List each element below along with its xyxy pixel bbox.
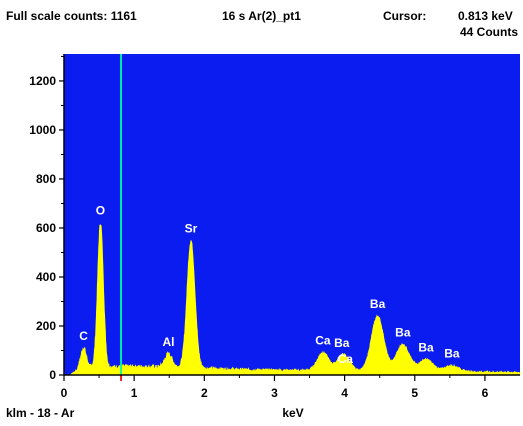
x-tick-label: 6 — [482, 386, 489, 400]
peak-label-ca: Ca — [315, 333, 331, 347]
y-tick-label: 200 — [36, 319, 56, 333]
y-tick-label: 0 — [49, 368, 56, 382]
y-tick-label: 400 — [36, 270, 56, 284]
peak-label-ba: Ba — [395, 325, 411, 339]
cursor-counts: 44 Counts — [460, 25, 518, 39]
sample-name: klm - 18 - Ar — [6, 406, 75, 420]
peak-label-o: O — [96, 204, 105, 218]
plot-background — [64, 54, 520, 375]
x-tick-label: 4 — [341, 386, 348, 400]
peak-label-ca: Ca — [338, 352, 354, 366]
x-tick-label: 2 — [201, 386, 208, 400]
y-tick-label: 600 — [36, 221, 56, 235]
y-tick-label: 800 — [36, 172, 56, 186]
cursor-energy: 0.813 keV — [458, 9, 513, 23]
axes: 0 200 400 600 800 1000 1200 0 1 2 3 4 5 6 — [29, 54, 520, 400]
x-tick-label: 0 — [61, 386, 68, 400]
peak-label-al: Al — [163, 335, 175, 349]
spectrum-area — [64, 224, 521, 376]
full-scale-counts: Full scale counts: 1161 — [6, 9, 137, 23]
peak-label-sr: Sr — [185, 222, 198, 236]
x-tick-label: 1 — [131, 386, 138, 400]
acquisition-info: 16 s Ar(2)_pt1 — [222, 9, 301, 23]
y-tick-label: 1000 — [29, 123, 56, 137]
cursor-label: Cursor: — [383, 9, 426, 23]
y-tick-label: 1200 — [29, 74, 56, 88]
peak-label-ba: Ba — [370, 297, 386, 311]
peak-label-ba: Ba — [334, 336, 350, 350]
peak-label-c: C — [79, 329, 88, 343]
x-tick-label: 5 — [411, 386, 418, 400]
peak-label-ba: Ba — [444, 347, 460, 361]
x-tick-label: 3 — [271, 386, 278, 400]
x-axis-label: keV — [282, 406, 303, 420]
peak-label-ba: Ba — [418, 340, 434, 354]
